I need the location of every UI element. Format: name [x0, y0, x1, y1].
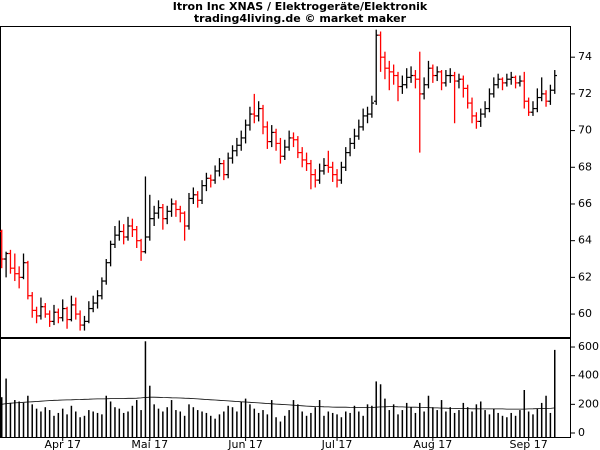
y-tick-label: 66 — [578, 197, 592, 210]
y-tick-label: 64 — [578, 234, 592, 247]
x-tick-label: Apr 17 — [44, 438, 81, 450]
y-tick-label: 0 — [578, 426, 585, 439]
volume-frame — [0, 338, 571, 438]
x-tick-label: Sep 17 — [510, 438, 548, 450]
x-tick-label: Aug 17 — [413, 438, 452, 450]
volume-average — [1, 396, 555, 410]
y-tick-label: 600 — [578, 340, 599, 353]
y-tick-label: 62 — [578, 270, 592, 283]
y-tick-label: 70 — [578, 124, 592, 137]
x-tick-label: Mai 17 — [131, 438, 168, 450]
price-frame — [0, 26, 571, 338]
x-tick-label: Jul 17 — [321, 438, 353, 450]
y-tick-label: 72 — [578, 87, 592, 100]
y-tick-label: 68 — [578, 160, 592, 173]
y-tick-label: 74 — [578, 50, 592, 63]
y-tick-label: 60 — [578, 307, 592, 320]
x-tick-label: Jun 17 — [227, 438, 263, 450]
y-tick-label: 200 — [578, 397, 599, 410]
chart-subtitle: trading4living.de © market maker — [194, 12, 407, 25]
y-tick-label: 400 — [578, 369, 599, 382]
chart-title: Itron Inc XNAS / Elektrogeräte/Elektroni… — [173, 0, 428, 13]
